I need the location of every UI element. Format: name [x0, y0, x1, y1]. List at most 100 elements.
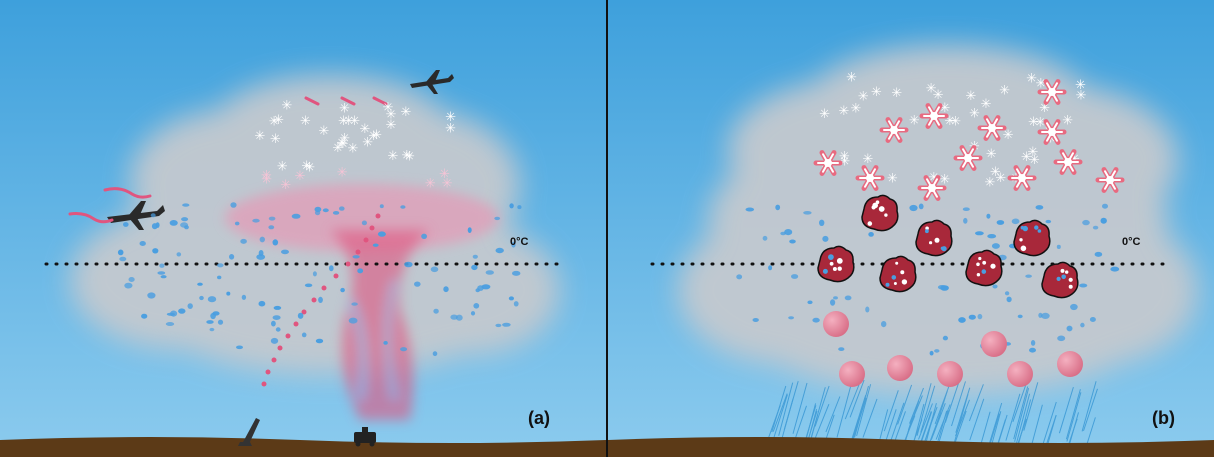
ice-crystal-icon: ✳	[926, 82, 937, 97]
cloud-droplet	[230, 202, 237, 208]
cloud-droplet	[207, 296, 217, 303]
seeding-flare-trails	[68, 96, 388, 224]
cloud-droplet	[1070, 303, 1078, 311]
rain-streak	[814, 404, 830, 440]
cloud-droplet	[942, 335, 948, 341]
cloud-droplet	[485, 270, 494, 275]
cloud-droplet	[512, 270, 521, 276]
cloud-droplet	[868, 232, 874, 237]
rain-streak	[844, 383, 860, 420]
cloud-droplet	[471, 264, 478, 271]
ice-crystal-icon: ✳	[990, 165, 1001, 180]
rain-streak	[772, 394, 788, 440]
ice-crystal-icon: ✳	[362, 135, 373, 150]
cloud-droplet	[176, 252, 182, 257]
cloud-droplet	[339, 206, 345, 211]
cloud-droplet	[433, 308, 439, 314]
cloud-droplet	[495, 247, 504, 254]
ice-crystal-icon: ✳	[261, 169, 272, 184]
cloud-droplet	[273, 305, 282, 310]
ice-crystal-icon: ✳	[1029, 153, 1040, 168]
cloud-droplet	[509, 203, 514, 209]
cloud-droplet	[791, 274, 799, 279]
ice-crystal-icon: ✳	[933, 88, 944, 103]
rain-streak	[1065, 389, 1081, 440]
seeded-ice-crystal-icon	[855, 165, 885, 191]
ice-crystal-icon: ✳	[401, 105, 412, 120]
cloud-droplet	[147, 292, 156, 299]
cloud-droplet	[962, 207, 970, 211]
rain-streak	[987, 402, 1003, 450]
ice-crystal-icon: ✳	[995, 171, 1006, 186]
cloud-droplet	[301, 332, 307, 338]
cloud-droplet	[187, 303, 193, 309]
cloud-droplet	[495, 323, 502, 328]
cloud-droplet	[322, 208, 329, 213]
ice-crystal-icon: ✳	[986, 147, 997, 162]
cloud-droplet	[1011, 218, 1020, 225]
rain-streak	[814, 385, 830, 427]
cloud-droplet	[736, 274, 743, 280]
rain-streak	[825, 396, 841, 433]
ice-crystal-icon: ✳	[887, 171, 898, 186]
cloud-droplet	[838, 347, 845, 351]
ice-crystal-icon: ✳	[985, 175, 996, 190]
ice-crystal-icon: ✳	[1026, 72, 1037, 87]
graupel-icon	[861, 194, 899, 232]
ground	[0, 437, 606, 457]
cloud-droplet	[182, 203, 190, 207]
cloud-droplet	[400, 205, 406, 209]
cloud-droplet	[991, 243, 1000, 249]
panel-b-illustration: ✳✳✳ ✳✳✳✳✳✳✳✳✳✳ ✳ ✳✳✳ ✳✳✳✳✳ ✳✳✳✳✳✳✳✳✳✳✳✳✳✳✳ ✳✳✳…	[608, 0, 1214, 457]
panel-b: ✳ ✳ ✳ ✳ ✳ ✳ ✳ ✳ ✳ ✳ ✳ ✳ ✳ ✳ ✳ ✳ ✳ ✳ ✳ ✳ ✳ ✳ ✳ ✳ ✳ ✳ ✳ ✳ ✳ ✳ ✳ ✳ ✳ ✳ ✳ ✳ ✳ ✳ ✳ ✳…	[608, 0, 1214, 457]
rain-streak	[935, 404, 951, 440]
cloud-droplet	[775, 204, 781, 211]
rain-streak	[969, 398, 985, 441]
cloud-droplet	[1025, 274, 1032, 278]
ice-crystal-icon: ✳	[1035, 115, 1046, 130]
cloud-droplet	[430, 266, 439, 273]
ice-crystal-icon: ✳	[1036, 77, 1047, 92]
cloud-droplet	[968, 314, 976, 320]
cloud-droplet	[281, 249, 289, 255]
cloud-droplet	[958, 317, 966, 323]
rain-streak	[934, 385, 950, 425]
seeded-ice-crystal-icon	[1007, 165, 1037, 191]
ice-crystal-icon: ✳	[871, 85, 882, 100]
ice-crystal-icon: ✳	[386, 107, 397, 122]
rain-streak	[1012, 381, 1028, 422]
cloud-droplet	[139, 241, 146, 246]
cloud-droplet	[1056, 244, 1061, 249]
cloud-droplet	[361, 220, 367, 226]
cloud-droplet	[119, 256, 127, 262]
ice-crystal-icon: ✳	[348, 142, 359, 157]
ice-crystal-icon: ✳	[445, 110, 456, 125]
rain-streak	[1058, 386, 1074, 434]
cloud-droplet	[272, 239, 279, 246]
cloud-droplet	[268, 216, 276, 221]
cloud-droplet	[822, 235, 829, 242]
rain-streak	[1013, 386, 1029, 440]
ground	[608, 437, 1214, 457]
ice-crystal-icon: ✳	[388, 149, 399, 164]
cloud-droplet	[383, 341, 388, 345]
cloud-droplet	[206, 320, 214, 324]
cloud-droplet	[455, 314, 463, 321]
cloud-droplet	[881, 321, 887, 328]
rain-streak	[792, 382, 808, 434]
cloud-droplet	[443, 286, 449, 293]
cloud-droplet	[340, 287, 345, 293]
cloud-droplet	[157, 271, 166, 275]
graupel-icon	[879, 255, 917, 293]
cloud-droplet	[169, 220, 178, 226]
panel-label: (a)	[528, 408, 550, 428]
graupel-field	[817, 194, 1079, 299]
ice-crystal-icon: ✳	[270, 132, 281, 147]
rain-streak	[1081, 381, 1097, 432]
cloud-droplet	[1080, 322, 1085, 328]
seeding-layer	[225, 184, 499, 252]
ground-generator-icon	[354, 427, 376, 447]
cloud-droplet	[152, 248, 159, 254]
ice-crystal-icon: ✳	[839, 150, 850, 165]
cloud-droplet	[141, 313, 148, 319]
